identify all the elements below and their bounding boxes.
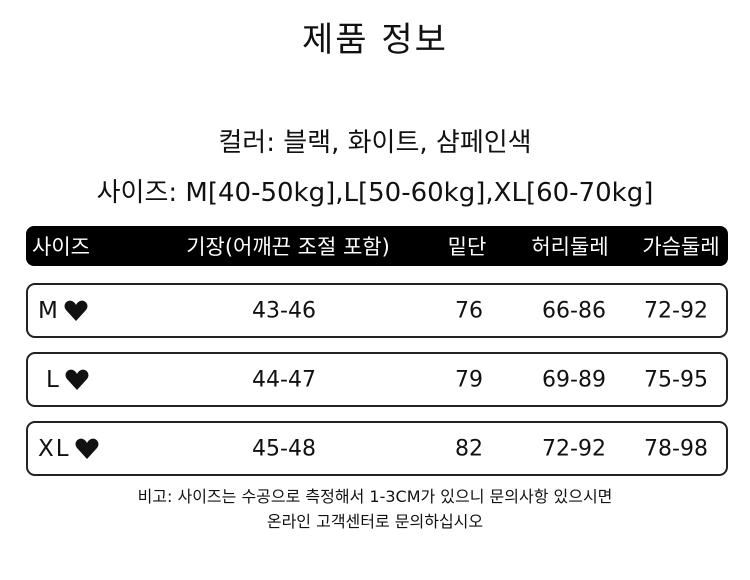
title: 제품 정보	[302, 20, 448, 60]
note-line: 비고: 사이즈는 수공으로 측정해서 1-3CM가 있으니 문의사항 있으시면	[137, 487, 613, 506]
size-cell: M	[38, 298, 88, 324]
color-info: 컬러: 블랙, 화이트, 샴페인색	[218, 128, 532, 158]
table-cell: 72-92	[644, 298, 708, 323]
table-cell: 75-95	[644, 367, 708, 392]
column-header: 가슴둘레	[642, 235, 720, 259]
table-row: XL 45-48 82 72-92 78-98	[26, 421, 728, 476]
column-header: 허리둘레	[531, 235, 609, 259]
column-header: 기장(어깨끈 조절 포함)	[186, 235, 390, 259]
size-label: M	[38, 297, 60, 324]
column-header: 사이즈	[32, 235, 90, 259]
table-cell: 44-47	[252, 367, 316, 392]
table-cell: 72-92	[542, 436, 606, 461]
size-label: L	[46, 366, 61, 393]
size-cell: L	[46, 367, 89, 393]
heart-icon	[64, 300, 88, 321]
table-cell: 43-46	[252, 298, 316, 323]
table-cell: 66-86	[542, 298, 606, 323]
table-row: L 44-47 79 69-89 75-95	[26, 352, 728, 407]
heart-icon	[65, 369, 89, 390]
size-info: 사이즈: M[40-50kg],L[50-60kg],XL[60-70kg]	[96, 178, 654, 208]
table-header: 사이즈 기장(어깨끈 조절 포함) 밑단 허리둘레 가슴둘레	[26, 226, 728, 266]
note-line: 온라인 고객센터로 문의하십시오	[266, 512, 484, 531]
column-header: 밑단	[447, 235, 487, 259]
table-cell: 82	[455, 436, 483, 461]
table-cell: 76	[455, 298, 483, 323]
table-cell: 45-48	[252, 436, 316, 461]
table-cell: 79	[455, 367, 483, 392]
size-label: XL	[38, 435, 71, 462]
size-cell: XL	[38, 436, 99, 462]
table-cell: 69-89	[542, 367, 606, 392]
heart-icon	[75, 438, 99, 459]
table-cell: 78-98	[644, 436, 708, 461]
table-row: M 43-46 76 66-86 72-92	[26, 283, 728, 338]
